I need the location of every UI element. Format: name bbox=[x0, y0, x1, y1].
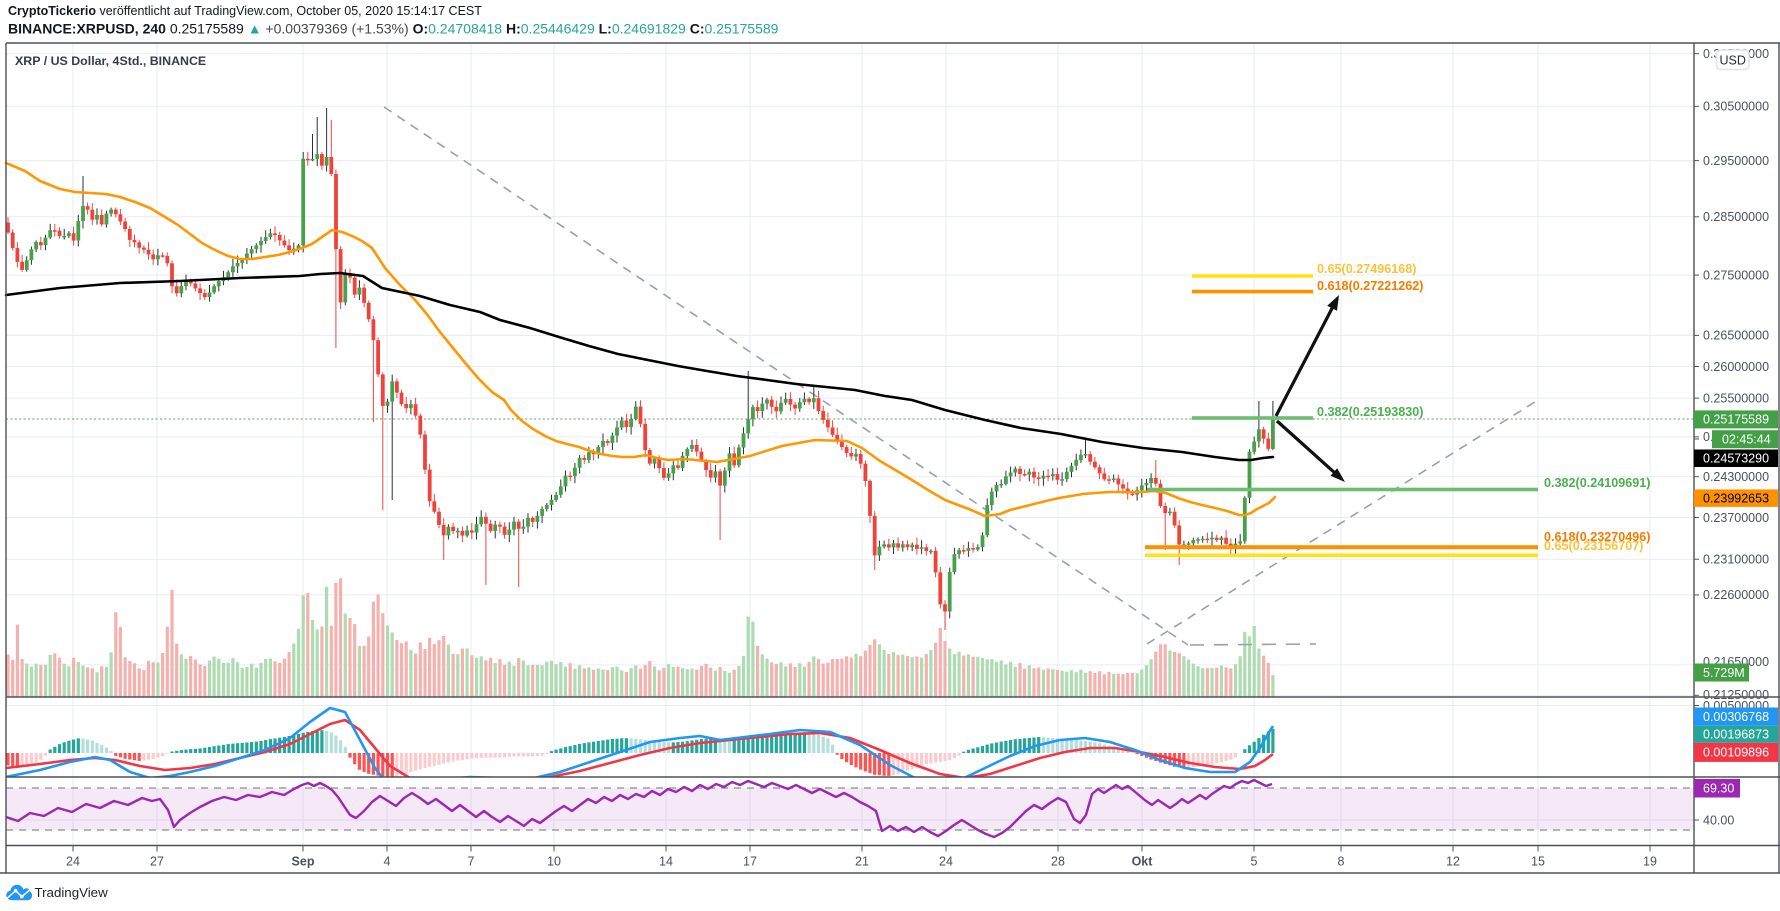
svg-text:5.729M: 5.729M bbox=[1703, 666, 1745, 680]
svg-text:BINANCE:XRPUSD, 240 0.25175589: BINANCE:XRPUSD, 240 0.25175589 ▲ +0.0037… bbox=[8, 21, 779, 37]
svg-text:0.24300000: 0.24300000 bbox=[1703, 470, 1769, 484]
svg-text:02:45:44: 02:45:44 bbox=[1722, 433, 1771, 447]
svg-text:0.00306768: 0.00306768 bbox=[1703, 710, 1769, 724]
svg-text:0.25500000: 0.25500000 bbox=[1703, 391, 1769, 405]
svg-text:0.30500000: 0.30500000 bbox=[1703, 100, 1769, 114]
svg-text:0.29500000: 0.29500000 bbox=[1703, 154, 1769, 168]
svg-text:Okt: Okt bbox=[1132, 855, 1154, 869]
svg-text:5: 5 bbox=[1251, 855, 1258, 869]
svg-text:0.22600000: 0.22600000 bbox=[1703, 588, 1769, 602]
svg-text:0.21250000: 0.21250000 bbox=[1703, 688, 1769, 702]
svg-text:0.618(0.27221262): 0.618(0.27221262) bbox=[1317, 279, 1423, 293]
svg-text:0.28500000: 0.28500000 bbox=[1703, 210, 1769, 224]
svg-text:24: 24 bbox=[939, 855, 953, 869]
svg-text:12: 12 bbox=[1446, 855, 1460, 869]
svg-text:0.27500000: 0.27500000 bbox=[1703, 268, 1769, 282]
svg-text:24: 24 bbox=[66, 855, 80, 869]
svg-text:Sep: Sep bbox=[292, 855, 315, 869]
svg-text:0.65(0.23156707): 0.65(0.23156707) bbox=[1544, 539, 1643, 553]
svg-text:69.30: 69.30 bbox=[1703, 782, 1734, 796]
svg-text:TradingView: TradingView bbox=[35, 885, 109, 900]
svg-text:14: 14 bbox=[659, 855, 673, 869]
svg-text:10: 10 bbox=[547, 855, 561, 869]
svg-text:17: 17 bbox=[743, 855, 757, 869]
svg-text:27: 27 bbox=[150, 855, 164, 869]
svg-text:0.382(0.24109691): 0.382(0.24109691) bbox=[1544, 476, 1650, 490]
svg-text:XRP / US Dollar, 4Std., BINANC: XRP / US Dollar, 4Std., BINANCE bbox=[15, 54, 206, 68]
svg-text:0.26000000: 0.26000000 bbox=[1703, 360, 1769, 374]
svg-text:0.65(0.27496168): 0.65(0.27496168) bbox=[1317, 262, 1416, 276]
svg-text:0.25175589: 0.25175589 bbox=[1703, 413, 1769, 427]
svg-text:0.00109896: 0.00109896 bbox=[1703, 746, 1769, 760]
svg-text:15: 15 bbox=[1531, 855, 1545, 869]
svg-text:8: 8 bbox=[1338, 855, 1345, 869]
svg-text:0.618(0.23270496): 0.618(0.23270496) bbox=[1544, 530, 1650, 544]
svg-text:4: 4 bbox=[384, 855, 391, 869]
svg-text:0.23992653: 0.23992653 bbox=[1703, 491, 1769, 505]
svg-text:0.00196873: 0.00196873 bbox=[1703, 728, 1769, 742]
svg-text:40.00: 40.00 bbox=[1703, 813, 1734, 827]
svg-text:19: 19 bbox=[1643, 855, 1657, 869]
svg-text:0.23100000: 0.23100000 bbox=[1703, 553, 1769, 567]
svg-text:USD: USD bbox=[1719, 53, 1745, 67]
svg-text:CryptoTickerio veröffentlicht: CryptoTickerio veröffentlicht auf Tradin… bbox=[8, 4, 482, 18]
svg-text:0.26500000: 0.26500000 bbox=[1703, 329, 1769, 343]
svg-text:21: 21 bbox=[855, 855, 869, 869]
svg-text:7: 7 bbox=[468, 855, 475, 869]
svg-text:0.382(0.25193830): 0.382(0.25193830) bbox=[1317, 405, 1423, 419]
svg-text:0.23700000: 0.23700000 bbox=[1703, 511, 1769, 525]
svg-text:28: 28 bbox=[1051, 855, 1065, 869]
svg-text:0.24573290: 0.24573290 bbox=[1703, 452, 1769, 466]
